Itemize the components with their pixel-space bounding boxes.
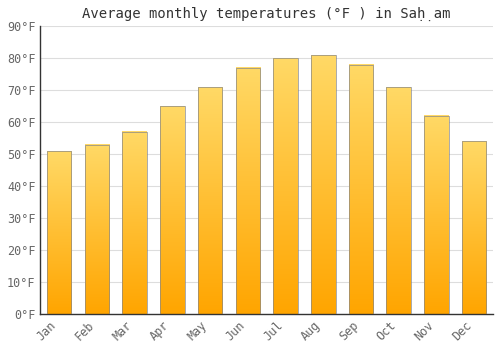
Bar xyxy=(424,116,448,314)
Bar xyxy=(47,151,72,314)
Bar xyxy=(348,65,374,314)
Bar xyxy=(236,68,260,314)
Bar xyxy=(198,87,222,314)
Bar xyxy=(274,58,298,314)
Title: Average monthly temperatures (°F ) in Saḥ̣am: Average monthly temperatures (°F ) in Sa… xyxy=(82,7,451,21)
Bar xyxy=(84,145,109,314)
Bar xyxy=(160,106,184,314)
Bar xyxy=(386,87,411,314)
Bar xyxy=(122,132,147,314)
Bar xyxy=(311,55,336,314)
Bar xyxy=(462,141,486,314)
